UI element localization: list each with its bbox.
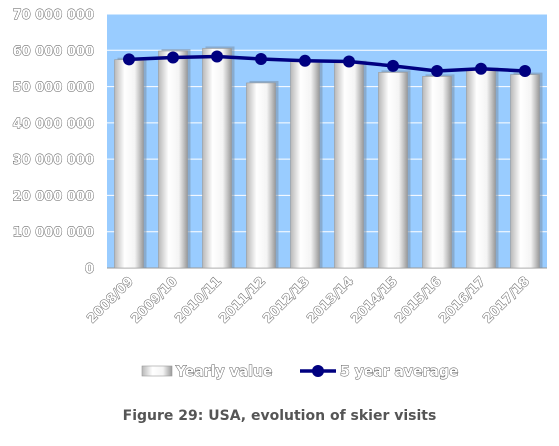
bar (334, 62, 364, 269)
legend: Yearly value 5 year average (141, 364, 459, 380)
x-tick-label: 2008/09 (84, 274, 136, 326)
y-tick-label: 70 000 000 (13, 8, 94, 23)
y-tick-label: 10 000 000 (13, 226, 94, 241)
average-point (299, 54, 311, 67)
x-tick-label: 2013/14 (304, 274, 356, 326)
y-tick-label: 30 000 000 (13, 153, 94, 168)
average-point (123, 53, 135, 66)
x-tick-label: 2012/13 (260, 274, 312, 326)
y-tick-label: 50 000 000 (13, 81, 94, 96)
average-point (387, 59, 399, 72)
bar (114, 59, 144, 269)
x-axis-ticks: 2008/092009/102010/112011/122012/132013/… (84, 274, 533, 327)
bar (378, 72, 408, 269)
average-point (431, 64, 443, 77)
bar (202, 48, 232, 269)
average-point (475, 62, 487, 75)
x-tick-label: 2011/12 (216, 274, 268, 326)
figure-caption: Figure 29: USA, evolution of skier visit… (122, 408, 437, 424)
y-tick-label: 0 (85, 262, 94, 277)
x-tick-label: 2015/16 (392, 274, 444, 326)
y-tick-label: 20 000 000 (13, 189, 94, 204)
y-tick-label: 60 000 000 (13, 44, 94, 59)
bar-series (114, 46, 543, 269)
x-tick-label: 2016/17 (436, 274, 488, 326)
bar (290, 61, 320, 269)
bar (422, 76, 452, 269)
y-tick-label: 40 000 000 (13, 117, 94, 132)
legend-line-marker (312, 365, 324, 377)
y-axis-ticks: 0 10 000 000 20 000 000 30 000 000 40 000 00… (12, 8, 94, 278)
bar (466, 69, 496, 269)
average-point (211, 50, 223, 63)
legend-label-average: 5 year average (340, 364, 458, 380)
legend-bar-swatch (141, 365, 173, 377)
x-tick-label: 2009/10 (128, 274, 180, 326)
x-tick-label: 2010/11 (172, 274, 224, 326)
x-tick-label: 2014/15 (348, 274, 400, 326)
bar (510, 74, 540, 269)
average-point (255, 52, 267, 65)
bar (158, 50, 188, 269)
line-series (123, 50, 531, 77)
bar (246, 82, 276, 269)
average-point (167, 51, 179, 64)
average-point (343, 55, 355, 68)
legend-label-yearly: Yearly value (175, 364, 272, 380)
x-tick-label: 2017/18 (480, 274, 532, 326)
average-line (128, 54, 526, 73)
average-point (519, 64, 531, 77)
